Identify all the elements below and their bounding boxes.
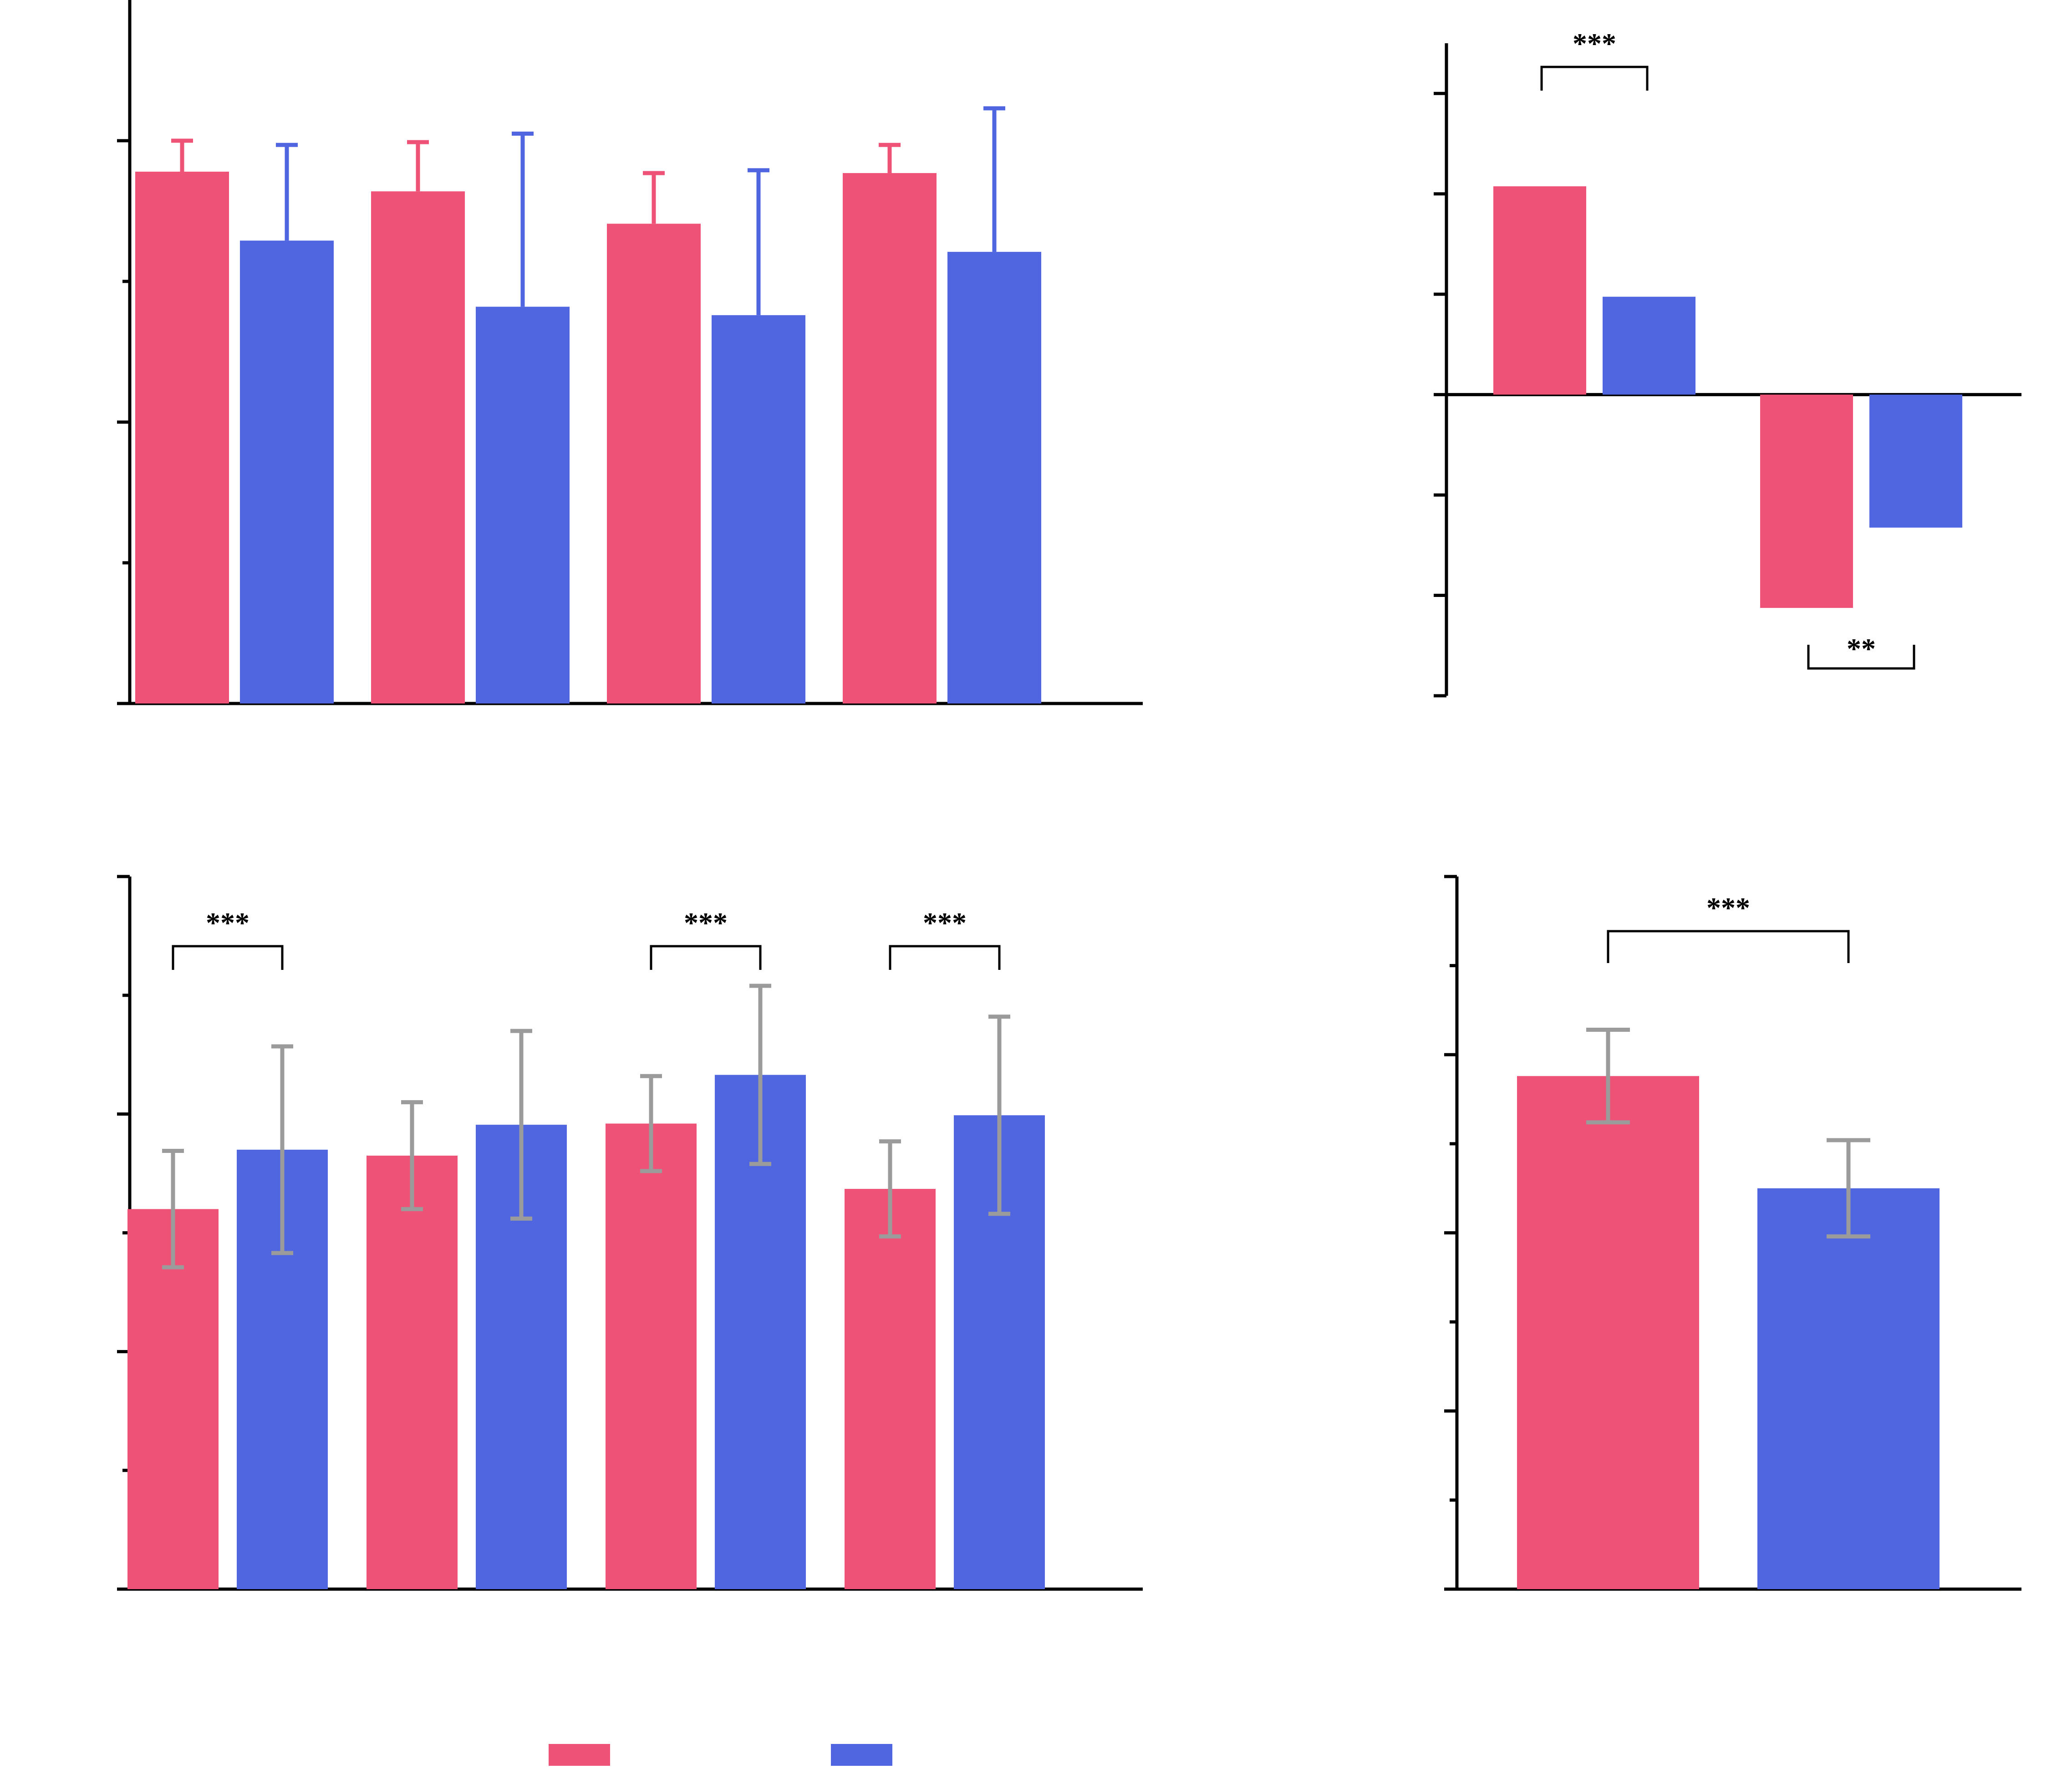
significance-bracket [1807,645,1915,670]
bar-hc-other-negative [843,173,937,703]
panel-a-acc-chart [117,0,1143,705]
bar-mdd-other [1869,394,1962,528]
bar-hc-self [1493,186,1586,395]
significance-stars: *** [684,907,728,939]
bar-hc [1517,1076,1699,1589]
bar-mdd-other-positive [712,315,805,703]
significance-stars: *** [923,907,967,939]
bar-hc-other [1760,394,1853,608]
bar-hc-other-positive [606,1123,697,1589]
legend-swatch-hc [549,1744,610,1766]
bar-mdd-self [1603,296,1695,395]
bar-hc-self-positive [127,1209,219,1589]
bar-hc-self-negative [367,1155,458,1589]
bar-mdd [1757,1188,1940,1589]
significance-bracket [1607,930,1850,963]
bar-mdd-self-positive [240,240,334,703]
significance-bracket [650,945,762,970]
panel-d-rses-chart: *** [1444,875,2021,1591]
significance-bracket [1540,66,1649,91]
bar-mdd-self-negative [476,306,570,703]
bar-mdd-other-negative [947,252,1041,703]
significance-bracket [889,945,1001,970]
bar-hc-other-positive [607,224,701,703]
panel-c-dscores-chart: ***** [1434,27,2021,698]
significance-bracket [172,945,284,970]
significance-stars: *** [1706,892,1750,924]
significance-stars: ** [1847,632,1876,665]
panel-b-rt-chart: *** *** *** [117,875,1143,1591]
bar-hc-self-positive [135,171,229,704]
significance-stars: *** [1573,27,1616,60]
legend [549,1744,892,1766]
significance-stars: *** [206,907,249,939]
bar-hc-other-negative [845,1188,936,1589]
bar-hc-self-negative [371,191,465,703]
legend-swatch-mdd [831,1744,892,1766]
